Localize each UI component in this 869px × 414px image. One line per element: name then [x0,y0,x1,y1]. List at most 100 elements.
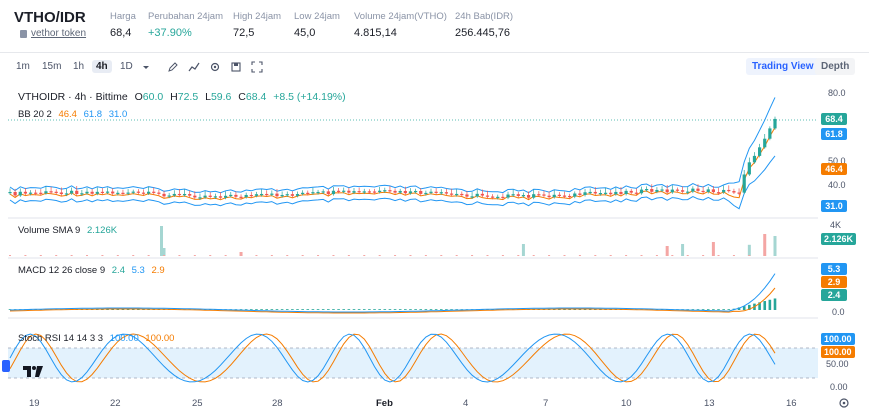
volume-bar [101,255,104,256]
token-link[interactable]: vethor token [20,28,86,39]
stat-label: Perubahan 24jam [148,11,223,22]
candle-body [737,192,741,194]
macd-hist-bar [373,309,376,310]
macd-hist-bar [311,309,315,310]
candle-body [28,192,33,194]
candle-body [131,191,135,193]
chart-settings-icon[interactable] [838,397,850,409]
timeframe-1d[interactable]: 1D [120,61,133,72]
candle-body [259,193,264,196]
stat-price: Harga 68,4 [110,11,136,39]
timeframe-1h[interactable]: 1h [73,61,85,72]
fullscreen-icon[interactable] [251,61,263,73]
candle-body [326,191,330,195]
volume-bar [732,255,735,256]
candle-body [136,191,140,193]
candle-body [70,190,74,194]
pencil-icon[interactable] [167,61,179,73]
candle-body [249,194,253,197]
candle-body [362,191,366,193]
volume-bar [548,255,551,256]
main-legend: VTHOIDR · 4h · Bittime O60.0 H72.5 L59.6… [18,91,354,103]
macd-hist-bar [706,309,710,310]
chevron-down-icon[interactable] [140,61,152,73]
settings-icon[interactable] [209,61,221,73]
candle-body [285,194,289,196]
macd-label: MACD 12 26 close 9 [18,265,106,276]
token-link-label[interactable]: vethor token [31,28,87,39]
volume-tick: 4K [830,220,842,230]
x-label: Feb [376,398,393,409]
macd-hist-bar [106,309,109,310]
candle-body [388,190,392,192]
timeframe-15m[interactable]: 15m [42,61,62,72]
candle-body [75,190,79,194]
candle-body [609,192,613,195]
candle-body [208,195,212,197]
candle-body [280,194,284,197]
trading-view-button[interactable]: Trading View [746,58,820,75]
volume-bar [471,255,474,256]
macd-hist-bar [337,309,340,310]
volume-bar [209,255,212,256]
stat-value: 72,5 [233,27,255,39]
volume-bar [655,255,658,256]
candle-body [336,190,341,192]
macd-hist-bar [558,309,561,310]
indicators-icon[interactable] [188,61,200,73]
volume-bar [702,255,705,256]
candle-body [686,191,690,193]
candle-body [603,192,608,194]
macd-signal-badge: 2.9 [821,276,847,288]
candle-body [111,191,115,194]
candle-body [18,191,22,196]
candle-body [557,194,561,196]
legend-h-label: H [170,91,178,103]
main-title: VTHOIDR · 4h · Bittime [18,91,128,103]
price-chart[interactable] [0,82,869,414]
candle-body [511,194,515,196]
volume-bar [240,255,243,256]
token-icon [20,29,27,38]
collapse-handle-icon[interactable] [2,360,10,372]
candle-body [449,193,454,195]
candle-body [229,194,233,197]
candle-body [23,191,28,194]
close-price-badge: 68.4 [821,113,847,125]
timeframe-4h[interactable]: 4h [92,60,112,73]
candle-body [239,196,243,198]
candle-body [301,192,305,195]
timeframe-1m[interactable]: 1m [16,61,30,72]
candle-body [460,193,464,196]
volume-bar [563,255,566,256]
volume-bar [763,234,767,256]
volume-bar [132,255,135,256]
macd-hist-bar [260,309,263,310]
bb-legend: BB 20 2 46.4 61.8 31.0 [18,109,131,120]
candle-body [675,189,680,191]
candle-body [100,191,105,194]
candle-body [80,193,84,195]
volume-bar [501,255,504,256]
candle-body [578,193,582,195]
volume-label: Volume SMA 9 [18,225,81,236]
stoch-legend: Stoch RSI 14 14 3 3 100.00 100.00 [18,333,178,344]
macd-line-value: 5.3 [131,265,145,276]
depth-button[interactable]: Depth [815,58,856,75]
candle-body [85,191,89,194]
candle-body [645,189,649,191]
volume-bar [378,255,381,256]
volume-bar [594,255,597,256]
candle-body [403,190,407,194]
macd-hist-bar [594,309,597,310]
stoch-band [8,348,818,378]
x-label: 4 [463,398,469,409]
candle-body [598,193,603,195]
candle-body [234,194,238,197]
candle-body [634,192,638,194]
candle-body [588,191,592,194]
volume-bar [347,255,350,256]
stat-label: Harga [110,11,136,22]
candle-body [773,118,777,129]
save-icon[interactable] [230,61,242,73]
